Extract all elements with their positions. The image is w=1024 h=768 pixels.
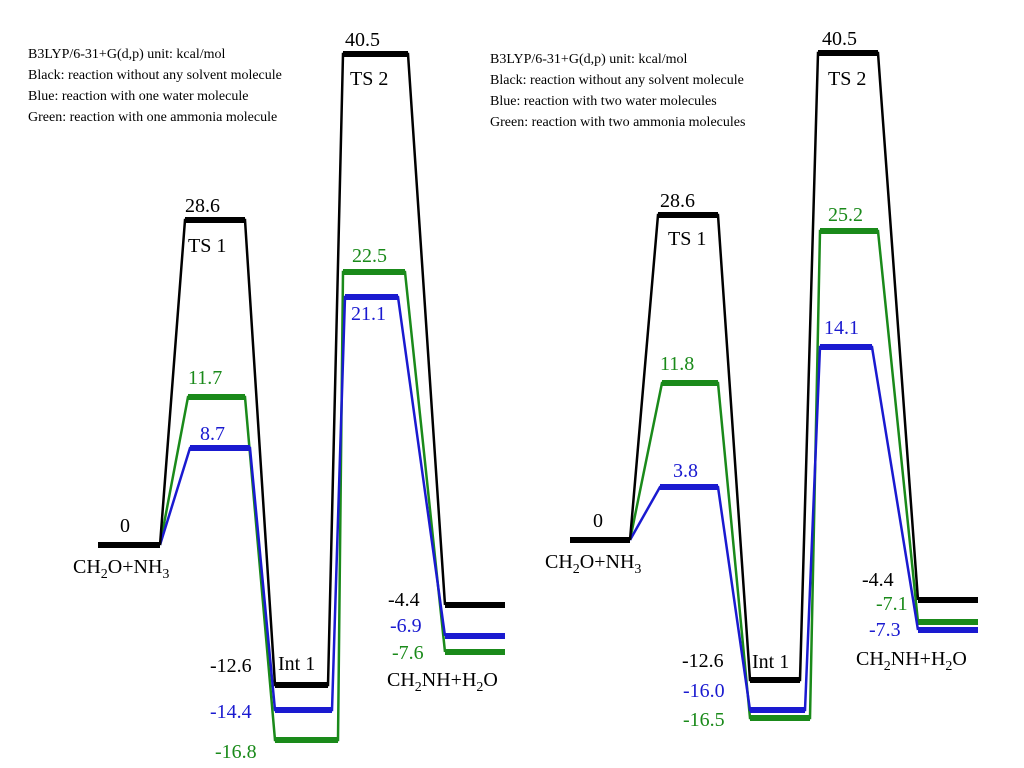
right-black-path	[570, 50, 978, 683]
left-black-values: 0 28.6 -12.6 40.5 -4.4	[120, 29, 420, 677]
left-black-path	[98, 51, 505, 688]
value-ts1-blue: 8.7	[200, 423, 225, 445]
label-ts1: TS 1	[188, 235, 226, 257]
value-ts1-black: 28.6	[185, 195, 220, 217]
left-legend: B3LYP/6-31+G(d,p) unit: kcal/mol Black: …	[28, 47, 282, 125]
legend-line-2: Black: reaction without any solvent mole…	[28, 68, 282, 83]
label-ts2: TS 2	[828, 68, 866, 90]
value-ts1-black: 28.6	[660, 190, 695, 212]
value-int1-blue: -16.0	[683, 680, 725, 702]
legend-line-1: B3LYP/6-31+G(d,p) unit: kcal/mol	[28, 47, 226, 62]
value-product-green: -7.1	[876, 593, 908, 615]
value-ts2-black: 40.5	[822, 28, 857, 50]
right-blue-path	[628, 344, 978, 713]
right-stage-labels: CH2O+NH3 TS 1 Int 1 TS 2 CH2NH+H2O	[545, 68, 967, 674]
value-product-blue: -7.3	[869, 619, 901, 641]
right-green-path	[628, 228, 978, 721]
label-int1: Int 1	[752, 651, 789, 673]
right-blue-values: 3.8 -16.0 14.1 -7.3	[673, 317, 901, 702]
label-int1: Int 1	[278, 653, 315, 675]
left-panel: B3LYP/6-31+G(d,p) unit: kcal/mol Black: …	[28, 29, 505, 763]
legend-line-4: Green: reaction with one ammonia molecul…	[28, 110, 277, 125]
label-product: CH2NH+H2O	[387, 669, 498, 695]
value-int1-black: -12.6	[210, 655, 252, 677]
label-reactant: CH2O+NH3	[73, 556, 169, 582]
value-ts1-blue: 3.8	[673, 460, 698, 482]
value-ts1-green: 11.7	[188, 367, 222, 389]
value-reactant: 0	[593, 510, 603, 532]
value-product-black: -4.4	[388, 589, 420, 611]
label-reactant: CH2O+NH3	[545, 551, 641, 577]
label-ts1: TS 1	[668, 228, 706, 250]
value-int1-black: -12.6	[682, 650, 724, 672]
left-green-path	[158, 269, 505, 743]
label-product: CH2NH+H2O	[856, 648, 967, 674]
value-int1-green: -16.5	[683, 709, 725, 731]
value-int1-blue: -14.4	[210, 701, 252, 723]
right-legend: B3LYP/6-31+G(d,p) unit: kcal/mol Black: …	[490, 52, 745, 130]
value-product-green: -7.6	[392, 642, 424, 664]
left-blue-values: 8.7 -14.4 21.1 -6.9	[200, 303, 422, 723]
value-ts2-black: 40.5	[345, 29, 380, 51]
value-ts2-blue: 21.1	[351, 303, 386, 325]
value-int1-green: -16.8	[215, 741, 257, 763]
value-ts2-blue: 14.1	[824, 317, 859, 339]
left-blue-path	[158, 294, 505, 713]
value-ts2-green: 25.2	[828, 204, 863, 226]
legend-line-2: Black: reaction without any solvent mole…	[490, 73, 744, 88]
legend-line-1: B3LYP/6-31+G(d,p) unit: kcal/mol	[490, 52, 688, 67]
value-product-black: -4.4	[862, 569, 894, 591]
right-black-values: 0 28.6 -12.6 40.5 -4.4	[593, 28, 894, 672]
value-product-blue: -6.9	[390, 615, 422, 637]
right-panel: B3LYP/6-31+G(d,p) unit: kcal/mol Black: …	[490, 28, 978, 731]
left-green-values: 11.7 -16.8 22.5 -7.6	[188, 245, 424, 763]
value-ts1-green: 11.8	[660, 353, 694, 375]
legend-line-3: Blue: reaction with two water molecules	[490, 94, 717, 109]
value-ts2-green: 22.5	[352, 245, 387, 267]
legend-line-4: Green: reaction with two ammonia molecul…	[490, 115, 745, 130]
right-green-values: 11.8 -16.5 25.2 -7.1	[660, 204, 908, 731]
value-reactant: 0	[120, 515, 130, 537]
legend-line-3: Blue: reaction with one water molecule	[28, 89, 248, 104]
left-stage-labels: CH2O+NH3 TS 1 Int 1 TS 2 CH2NH+H2O	[73, 68, 498, 695]
label-ts2: TS 2	[350, 68, 388, 90]
